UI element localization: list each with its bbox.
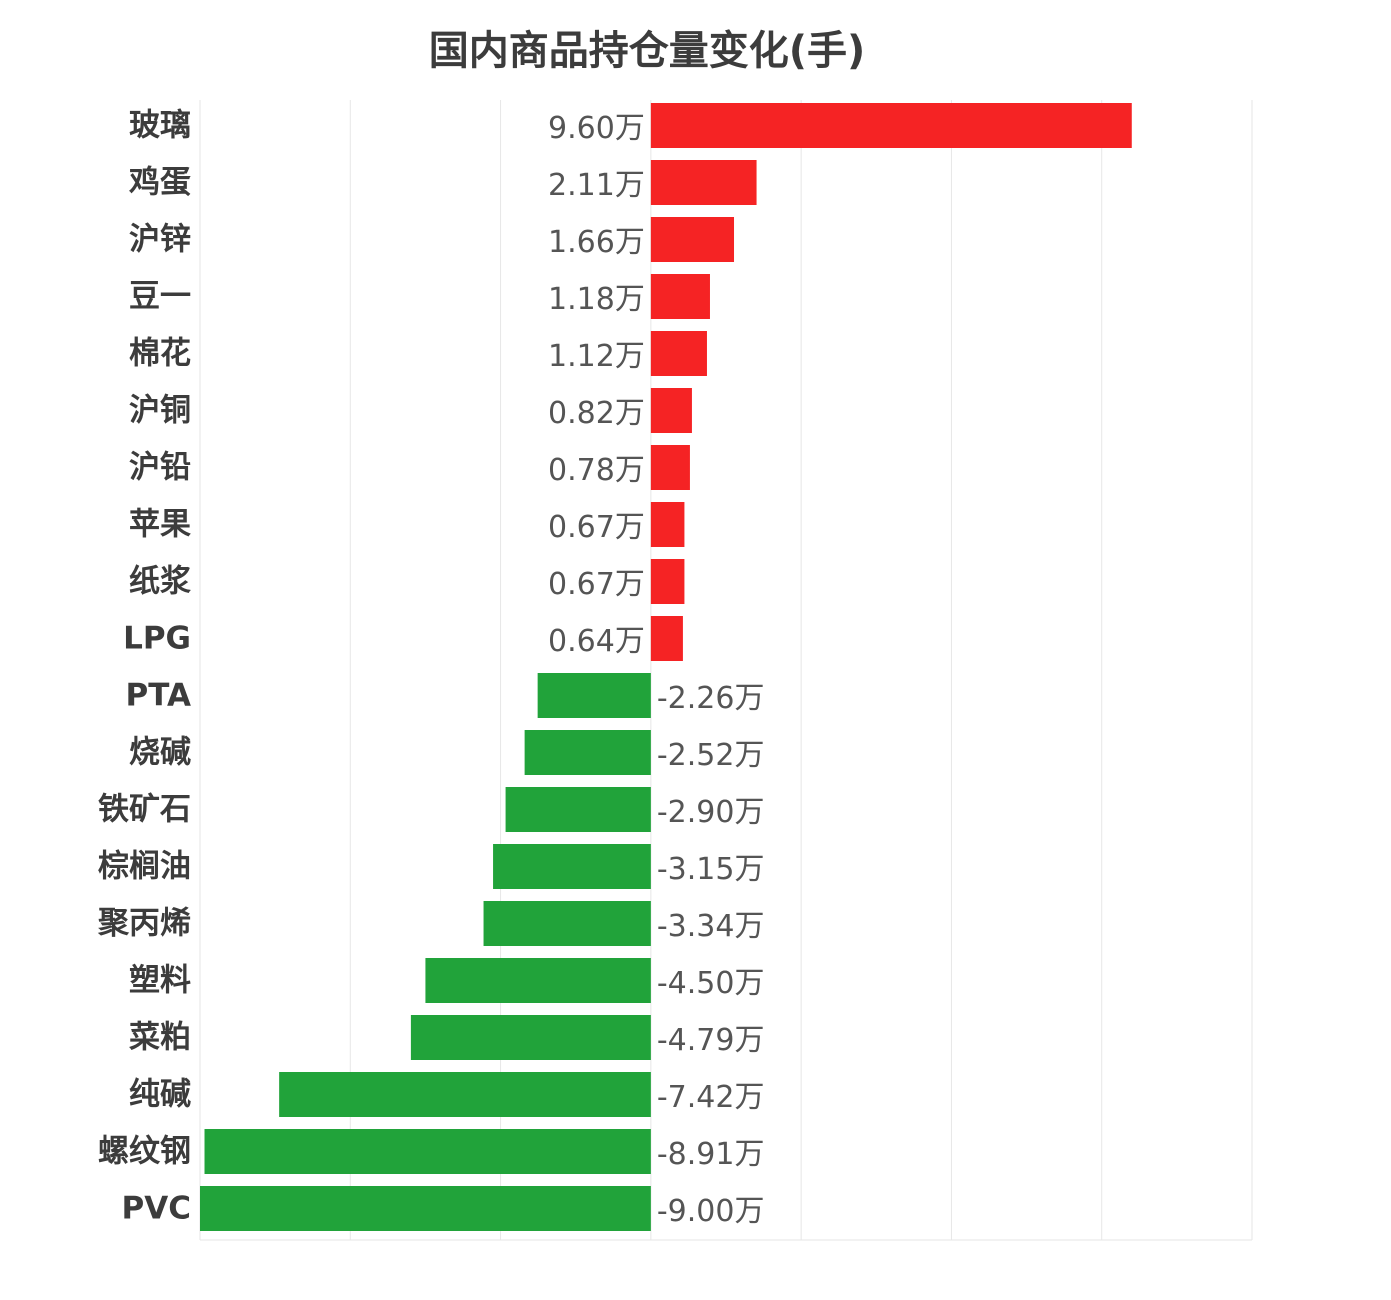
bar-3 bbox=[650, 274, 710, 319]
bar-1 bbox=[650, 160, 757, 205]
bar-2 bbox=[650, 217, 735, 262]
category-label: 螺纹钢 bbox=[98, 1134, 191, 1170]
category-label: 沪铅 bbox=[129, 450, 191, 486]
value-label: -2.90万 bbox=[657, 795, 765, 830]
category-label: 豆一 bbox=[129, 279, 191, 315]
value-label: 0.64万 bbox=[548, 624, 645, 659]
value-label: 9.60万 bbox=[548, 111, 645, 146]
value-label: 1.18万 bbox=[548, 282, 645, 317]
category-label: PTA bbox=[126, 678, 191, 714]
category-label: 玻璃 bbox=[129, 108, 191, 144]
bar-0 bbox=[650, 103, 1132, 148]
bar-6 bbox=[650, 445, 690, 490]
value-label: -3.15万 bbox=[657, 852, 765, 887]
category-label: 纸浆 bbox=[129, 564, 191, 600]
value-label: 0.82万 bbox=[548, 396, 645, 431]
bar-16 bbox=[410, 1015, 651, 1060]
bar-14 bbox=[483, 901, 651, 946]
category-label: 烧碱 bbox=[129, 735, 191, 771]
bar-11 bbox=[524, 730, 651, 775]
category-label: 菜粕 bbox=[129, 1020, 191, 1056]
value-label: 1.66万 bbox=[548, 225, 645, 260]
bar-5 bbox=[650, 388, 692, 433]
category-label: 棕榈油 bbox=[98, 849, 191, 885]
bar-4 bbox=[650, 331, 707, 376]
category-label: 塑料 bbox=[129, 963, 191, 999]
value-label: 0.67万 bbox=[548, 567, 645, 602]
category-label: 沪锌 bbox=[129, 222, 191, 258]
category-label: PVC bbox=[122, 1191, 191, 1227]
value-label: -4.50万 bbox=[657, 966, 765, 1001]
value-label: -2.52万 bbox=[657, 738, 765, 773]
value-label: -9.00万 bbox=[657, 1194, 765, 1229]
value-label: 0.78万 bbox=[548, 453, 645, 488]
category-label: 苹果 bbox=[129, 507, 191, 543]
bar-7 bbox=[650, 502, 685, 547]
value-label: -3.34万 bbox=[657, 909, 765, 944]
value-label: 0.67万 bbox=[548, 510, 645, 545]
category-label: 棉花 bbox=[129, 336, 191, 372]
bar-18 bbox=[204, 1129, 651, 1174]
bar-19 bbox=[200, 1186, 651, 1231]
category-label: 铁矿石 bbox=[98, 792, 191, 828]
bar-12 bbox=[505, 787, 651, 832]
category-label: 纯碱 bbox=[129, 1077, 191, 1113]
value-label: -2.26万 bbox=[657, 681, 765, 716]
value-label: -7.42万 bbox=[657, 1080, 765, 1115]
grid-layer bbox=[199, 100, 1253, 1241]
chart-title: 国内商品持仓量变化(手) bbox=[428, 28, 866, 74]
category-label: 沪铜 bbox=[129, 393, 191, 429]
category-label: 鸡蛋 bbox=[128, 165, 191, 201]
value-label: 1.12万 bbox=[548, 339, 645, 374]
bar-layer bbox=[200, 103, 1132, 1231]
value-label: -4.79万 bbox=[657, 1023, 765, 1058]
bar-9 bbox=[650, 616, 683, 661]
value-label: 2.11万 bbox=[548, 168, 645, 203]
bar-13 bbox=[493, 844, 651, 889]
category-label: 聚丙烯 bbox=[97, 906, 191, 942]
bar-15 bbox=[425, 958, 651, 1003]
bar-10 bbox=[537, 673, 651, 718]
bar-8 bbox=[650, 559, 685, 604]
bar-17 bbox=[279, 1072, 651, 1117]
value-label: -8.91万 bbox=[657, 1137, 765, 1172]
category-label: LPG bbox=[123, 621, 191, 657]
